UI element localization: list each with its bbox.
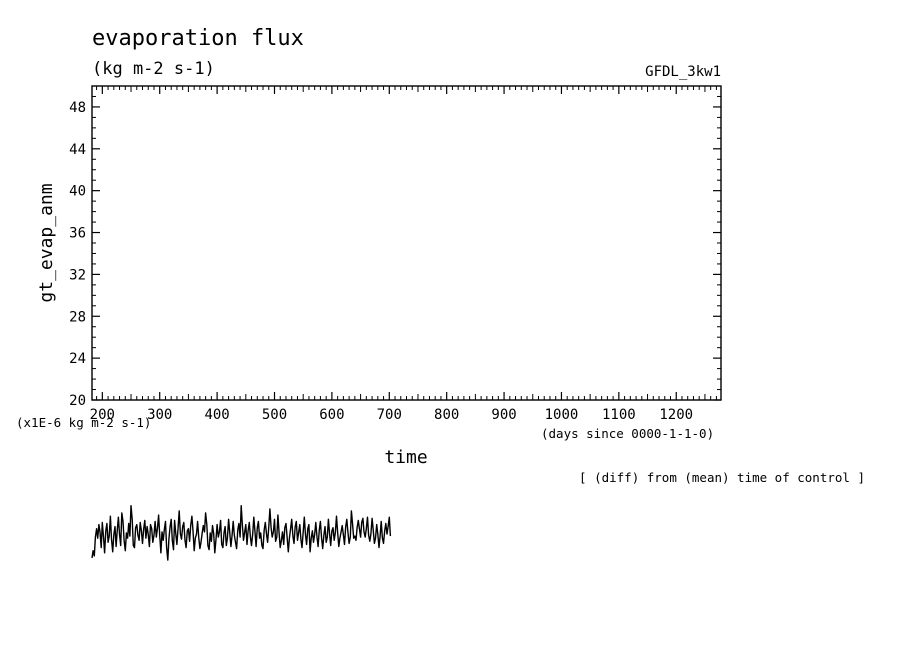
- x-axis-ticks: 200 300 400 500 600 700 800 900 1000 1100 1200: [90, 86, 717, 423]
- x-tick-label: 700: [377, 407, 402, 423]
- chart-subtitle: (kg m-2 s-1): [92, 59, 215, 79]
- plot-frame: [91, 85, 722, 401]
- series-line: [91, 505, 392, 561]
- x-tick-label: 200: [90, 407, 115, 423]
- y-tick-label: 32: [69, 267, 86, 283]
- diff-note: [ (diff) from (mean) time of control ]: [579, 470, 865, 485]
- x-tick-label: 800: [434, 407, 459, 423]
- y-axis-units: (x1E-6 kg m-2 s-1): [16, 415, 151, 430]
- y-axis-ticks: 20 24 28 32 36 40 44 48: [69, 95, 721, 409]
- x-tick-label: 1000: [545, 407, 579, 423]
- x-tick-label: 900: [491, 407, 516, 423]
- y-tick-label: 36: [69, 226, 86, 242]
- model-label: GFDL_3kw1: [645, 64, 721, 80]
- chart-title: evaporation flux: [92, 26, 304, 51]
- x-tick-label: 400: [204, 407, 229, 423]
- y-tick-label: 28: [69, 309, 86, 325]
- x-tick-label: 1100: [602, 407, 636, 423]
- y-tick-label: 40: [69, 184, 86, 200]
- series-group: [91, 505, 392, 561]
- x-axis-units: (days since 0000-1-1-0): [541, 426, 714, 441]
- y-tick-label: 20: [69, 393, 86, 409]
- x-tick-label: 600: [319, 407, 344, 423]
- x-axis-label: time: [384, 447, 427, 468]
- x-tick-label: 500: [262, 407, 287, 423]
- x-tick-label: 1200: [659, 407, 693, 423]
- y-axis-label: gt_evap_anm: [36, 183, 57, 302]
- y-tick-label: 44: [69, 142, 86, 158]
- y-tick-label: 48: [69, 100, 86, 116]
- x-tick-label: 300: [147, 407, 172, 423]
- y-tick-label: 24: [69, 351, 86, 367]
